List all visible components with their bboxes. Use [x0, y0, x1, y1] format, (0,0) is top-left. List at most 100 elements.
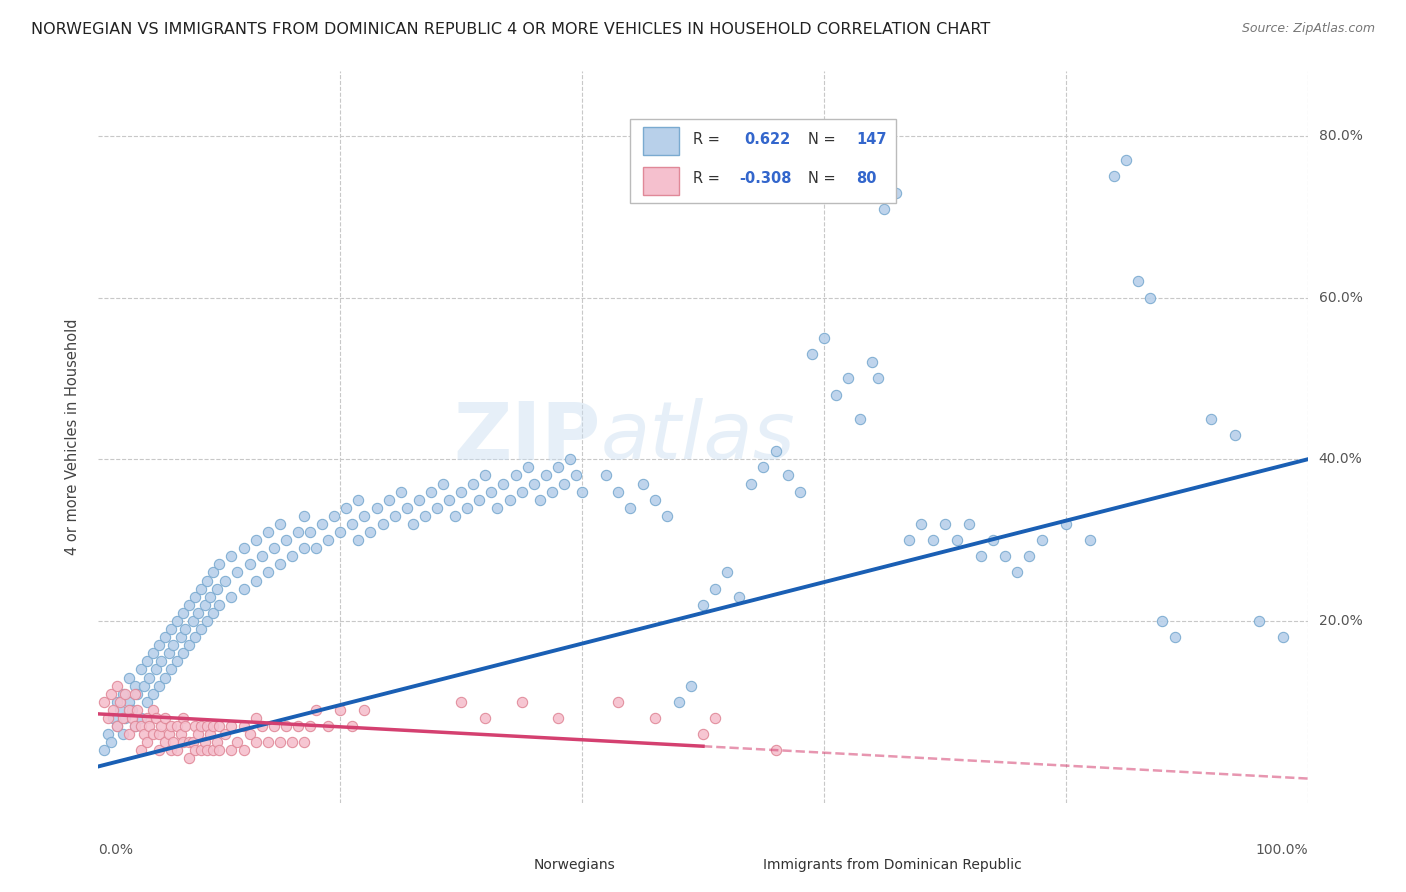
- Point: [195, 574, 218, 588]
- Point: [118, 703, 141, 717]
- Text: 100.0%: 100.0%: [1256, 843, 1308, 857]
- Point: [114, 711, 136, 725]
- Point: [142, 703, 165, 717]
- Point: [245, 533, 267, 548]
- Point: [1007, 566, 1029, 580]
- Point: [269, 735, 291, 749]
- Point: [256, 566, 278, 580]
- Bar: [643, 128, 679, 155]
- Point: [316, 533, 339, 548]
- Text: ZIP: ZIP: [453, 398, 600, 476]
- Point: [127, 703, 149, 717]
- Point: [121, 703, 143, 717]
- Point: [644, 711, 666, 725]
- Point: [129, 743, 152, 757]
- Point: [1163, 630, 1185, 644]
- Point: [607, 695, 630, 709]
- Point: [174, 719, 197, 733]
- Point: [316, 719, 339, 733]
- Point: [221, 743, 243, 757]
- Point: [184, 743, 207, 757]
- Text: Source: ZipAtlas.com: Source: ZipAtlas.com: [1241, 22, 1375, 36]
- Point: [595, 468, 617, 483]
- Point: [323, 508, 346, 523]
- Point: [776, 468, 799, 483]
- Point: [347, 533, 370, 548]
- Point: [97, 711, 120, 725]
- Point: [813, 331, 835, 345]
- Point: [263, 719, 285, 733]
- Point: [105, 719, 128, 733]
- Point: [124, 719, 146, 733]
- Point: [287, 524, 309, 539]
- Point: [157, 646, 180, 660]
- Point: [202, 743, 225, 757]
- Point: [474, 468, 496, 483]
- Point: [402, 516, 425, 531]
- Point: [1031, 533, 1053, 548]
- Point: [450, 695, 472, 709]
- Bar: [492, 852, 522, 874]
- Point: [523, 476, 546, 491]
- Point: [1054, 516, 1077, 531]
- Point: [145, 711, 167, 725]
- Point: [187, 727, 209, 741]
- Point: [118, 695, 141, 709]
- Point: [148, 679, 170, 693]
- Point: [413, 508, 436, 523]
- Point: [444, 508, 467, 523]
- Point: [558, 452, 581, 467]
- Point: [571, 484, 593, 499]
- Text: Norwegians: Norwegians: [534, 858, 616, 872]
- Point: [202, 719, 225, 733]
- Point: [148, 727, 170, 741]
- Point: [198, 590, 221, 604]
- Point: [377, 492, 399, 507]
- Point: [305, 541, 328, 556]
- Point: [214, 727, 236, 741]
- Point: [160, 743, 183, 757]
- Text: -0.308: -0.308: [740, 171, 792, 186]
- Bar: [721, 852, 751, 874]
- Point: [329, 524, 352, 539]
- Point: [194, 598, 217, 612]
- Point: [111, 711, 134, 725]
- Point: [353, 703, 375, 717]
- Point: [540, 484, 562, 499]
- Point: [287, 719, 309, 733]
- Point: [347, 492, 370, 507]
- Point: [342, 516, 364, 531]
- Point: [281, 549, 304, 564]
- Text: 80: 80: [856, 171, 877, 186]
- Point: [194, 735, 217, 749]
- Point: [221, 549, 243, 564]
- Point: [138, 719, 160, 733]
- Point: [184, 719, 207, 733]
- Point: [129, 719, 152, 733]
- Text: R =: R =: [693, 171, 720, 186]
- Point: [202, 606, 225, 620]
- Point: [166, 654, 188, 668]
- Point: [704, 711, 727, 725]
- Point: [426, 500, 449, 515]
- Point: [655, 508, 678, 523]
- Point: [934, 516, 956, 531]
- Point: [129, 711, 152, 725]
- Point: [868, 371, 890, 385]
- Point: [138, 671, 160, 685]
- Point: [716, 566, 738, 580]
- Point: [510, 484, 533, 499]
- Text: N =: N =: [808, 171, 835, 186]
- Point: [395, 500, 418, 515]
- Point: [105, 695, 128, 709]
- Point: [184, 630, 207, 644]
- Point: [190, 582, 212, 596]
- Point: [118, 727, 141, 741]
- Point: [245, 574, 267, 588]
- Point: [93, 743, 115, 757]
- Point: [668, 695, 690, 709]
- Point: [1078, 533, 1101, 548]
- Point: [118, 671, 141, 685]
- Point: [1272, 630, 1295, 644]
- Point: [292, 508, 315, 523]
